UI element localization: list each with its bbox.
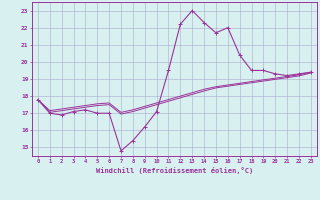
- X-axis label: Windchill (Refroidissement éolien,°C): Windchill (Refroidissement éolien,°C): [96, 167, 253, 174]
